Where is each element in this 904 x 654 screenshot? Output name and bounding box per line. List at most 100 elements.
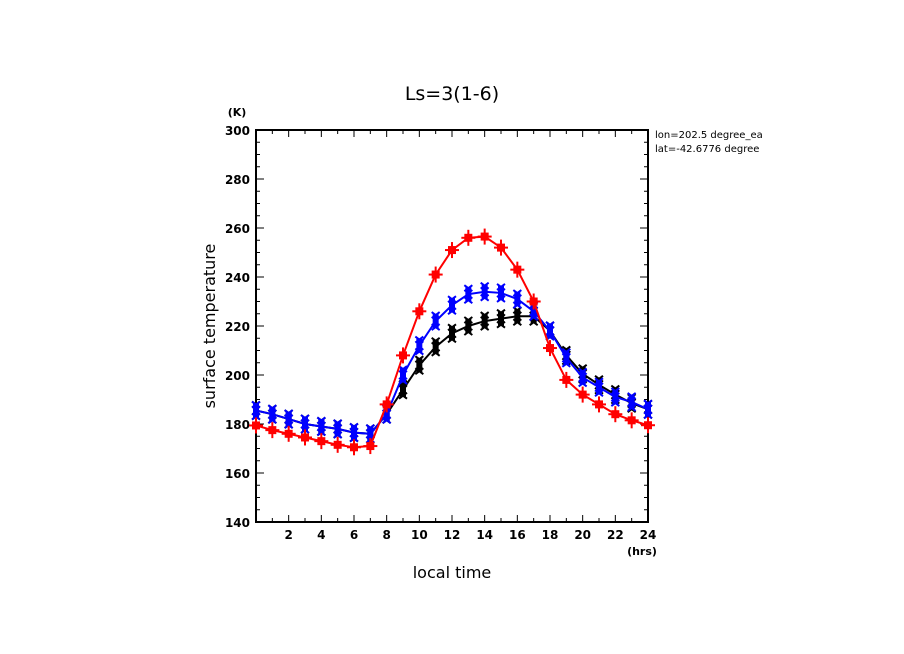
marker-body <box>400 368 406 382</box>
y-tick-label: 220 <box>225 320 250 334</box>
marker-x-d <box>431 349 441 357</box>
data-point-red <box>330 436 345 453</box>
x-tick-label: 2 <box>284 528 292 542</box>
marker-body <box>449 298 455 313</box>
y-tick-label: 180 <box>225 418 250 432</box>
marker-x-b <box>333 419 343 427</box>
data-point-black <box>414 355 424 376</box>
marker-x-b <box>365 423 375 432</box>
data-point-blue <box>414 335 424 356</box>
marker-x-b <box>251 400 261 409</box>
marker-body <box>432 339 439 354</box>
plot-series <box>249 228 655 456</box>
marker-body <box>432 314 439 329</box>
x-tick-label: 24 <box>640 528 657 542</box>
data-point-red <box>445 242 459 259</box>
marker-x-d <box>512 301 522 309</box>
marker-x-d <box>463 328 473 336</box>
marker-x-b <box>463 284 473 292</box>
marker-body <box>400 382 406 397</box>
marker-body <box>498 285 504 300</box>
x-tick-label: 18 <box>542 528 559 542</box>
marker-body <box>514 292 521 307</box>
marker-body <box>514 309 521 324</box>
marker-x-d <box>578 379 588 388</box>
marker-x-d <box>398 391 408 400</box>
marker-x-d <box>333 431 343 439</box>
marker-x-b <box>496 283 506 291</box>
marker-body <box>351 425 357 440</box>
series-blue <box>251 281 653 444</box>
data-point-red <box>298 429 312 446</box>
data-point-blue <box>398 365 408 385</box>
data-point-blue <box>643 399 653 420</box>
y-tick-label: 240 <box>225 271 250 285</box>
data-point-red <box>624 412 639 429</box>
marker-body <box>596 380 602 395</box>
marker-body <box>547 323 553 338</box>
marker-body <box>530 304 537 319</box>
marker-x-d <box>284 421 294 429</box>
data-point-blue <box>349 422 359 443</box>
plot-frame <box>255 129 649 523</box>
marker-body <box>449 326 455 341</box>
series-line-blue <box>255 290 649 435</box>
marker-body <box>628 394 635 409</box>
data-point-black <box>463 316 473 336</box>
data-point-red <box>477 228 492 245</box>
annotation-lon: lon=202.5 degree_ea <box>655 130 763 141</box>
data-point-black <box>512 306 522 327</box>
data-point-blue <box>267 404 277 425</box>
marker-x-d <box>431 323 441 331</box>
x-tick-label: 20 <box>574 528 591 542</box>
y-unit-label: (K) <box>228 106 247 119</box>
marker-x-d <box>398 377 408 385</box>
marker-x-b <box>578 367 588 376</box>
y-tick-label: 200 <box>225 369 250 383</box>
marker-x-d <box>463 296 473 304</box>
marker-x-d <box>480 293 490 302</box>
marker-x-b <box>398 365 408 373</box>
marker-x-b <box>414 335 424 344</box>
marker-body <box>579 370 586 385</box>
x-tick-label: 8 <box>382 528 390 542</box>
marker-x-b <box>561 348 571 356</box>
chart-title: Ls=3(1-6) <box>405 83 499 105</box>
marker-body <box>481 284 488 299</box>
series-red <box>249 228 655 456</box>
marker-body <box>253 403 259 418</box>
marker-x-d <box>594 389 604 398</box>
data-point-blue <box>594 377 604 398</box>
data-point-black <box>480 311 490 331</box>
x-tick-label: 14 <box>476 528 493 542</box>
marker-x-b <box>447 323 457 332</box>
data-point-red <box>347 439 361 456</box>
x-unit-label: (hrs) <box>627 545 657 558</box>
marker-x-d <box>267 416 277 425</box>
data-point-blue <box>512 289 522 309</box>
data-point-red <box>592 396 606 413</box>
data-point-blue <box>333 419 343 439</box>
marker-x-d <box>414 367 424 376</box>
marker-x-b <box>447 295 457 303</box>
x-tick-label: 6 <box>350 528 358 542</box>
marker-body <box>498 311 504 326</box>
marker-x-d <box>447 335 457 344</box>
marker-body <box>416 358 423 373</box>
marker-body <box>612 390 619 405</box>
marker-x-d <box>512 318 522 327</box>
y-tick-label: 260 <box>225 222 250 236</box>
data-point-red <box>428 266 443 283</box>
y-axis-label: surface temperature <box>200 244 219 409</box>
marker-x-d <box>414 347 424 356</box>
marker-x-d <box>251 412 261 421</box>
marker-x-d <box>561 360 571 368</box>
data-point-black <box>431 337 441 357</box>
marker-body <box>318 419 325 434</box>
series-line-red <box>255 235 649 449</box>
data-point-blue <box>284 409 294 429</box>
data-point-red <box>559 371 574 388</box>
x-tick-label: 4 <box>317 528 325 542</box>
marker-body <box>563 350 570 365</box>
